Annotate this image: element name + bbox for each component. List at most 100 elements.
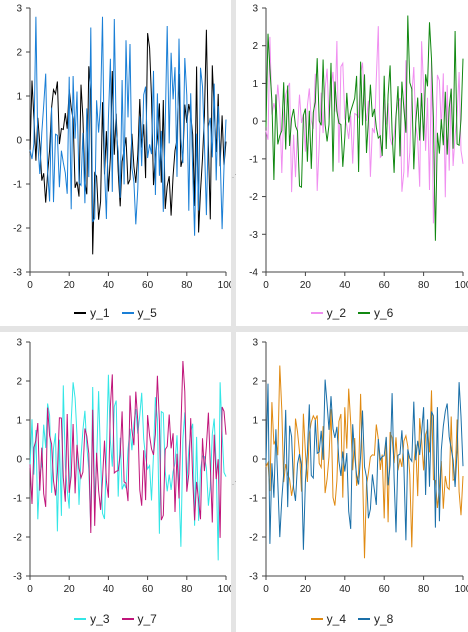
x-tick-label: 20 (64, 584, 76, 595)
x-tick-label: 40 (339, 280, 351, 291)
y-tick-label: 0 (252, 455, 258, 466)
y-tick-label: 2 (16, 377, 22, 388)
line-chart-1: 3 2 1 0 -1 -2 -3 0 20 40 60 80 100 (13, 4, 231, 292)
y-tick-label: 2 (252, 377, 258, 388)
y-tick-label: 1 (16, 92, 22, 103)
y-tick-label: 2 (16, 48, 22, 59)
legend-item: y_8 (358, 612, 393, 626)
y-tick-label: 0 (16, 136, 22, 147)
legend-item: y_5 (121, 306, 157, 320)
legend-swatch (358, 312, 370, 314)
legend-swatch (358, 618, 370, 620)
y-tick-label: -3 (13, 268, 22, 279)
y-tick-label: 0 (252, 117, 258, 128)
legend-label: y_4 (326, 612, 346, 626)
x-tick-label: 60 (142, 584, 154, 595)
legend-swatch (121, 618, 134, 620)
line-chart-2: 3 2 1 0 -1 -2 -3 -4 0 20 40 60 80 100 (249, 4, 468, 292)
y-tick-label: 3 (16, 4, 22, 15)
x-tick-label: 20 (300, 584, 312, 595)
y-tick-label: -2 (13, 224, 22, 235)
x-tick-label: 100 (218, 584, 231, 595)
y-tick-label: -3 (249, 572, 258, 583)
series-line-y1 (29, 29, 227, 255)
y-tick-label: -4 (249, 268, 258, 279)
y-tick-label: 1 (252, 79, 258, 90)
legend-label: y_3 (90, 612, 110, 626)
x-tick-label: 20 (300, 280, 312, 291)
y-tick-label: -1 (13, 180, 22, 191)
legend-item: y_7 (121, 612, 157, 626)
legend-swatch (121, 312, 134, 314)
x-tick-label: 0 (263, 584, 269, 595)
y-tick-label: 0 (16, 455, 22, 466)
y-tick-label: -3 (249, 230, 258, 241)
series-line-y4 (265, 365, 464, 559)
chart-legend: y_2 y_6 (236, 306, 468, 320)
legend-label: y_5 (137, 306, 157, 320)
series-line-y6 (265, 15, 464, 241)
x-tick-label: 40 (103, 280, 115, 291)
x-tick-label: 40 (103, 584, 115, 595)
legend-item: y_1 (74, 306, 110, 320)
horizontal-splitter[interactable] (0, 326, 468, 332)
x-tick-label: 80 (181, 280, 193, 291)
legend-label: y_6 (374, 306, 394, 320)
chart-panel-y3-y7: 3 2 1 0 -1 -2 -3 0 20 40 60 80 100 y_3 y_7 (0, 332, 231, 632)
legend-swatch (310, 312, 323, 314)
legend-item: y_3 (74, 612, 110, 626)
series-line-y3 (29, 374, 227, 561)
legend-label: y_8 (374, 612, 394, 626)
y-tick-label: -2 (13, 533, 22, 544)
chart-panel-y4-y8: 3 2 1 0 -1 -2 -3 0 20 40 60 80 100 y_4 y_8 (236, 332, 468, 632)
x-tick-label: 80 (418, 280, 430, 291)
legend-label: y_7 (137, 612, 157, 626)
x-tick-label: 60 (379, 584, 391, 595)
y-tick-label: -2 (249, 533, 258, 544)
x-tick-label: 80 (418, 584, 430, 595)
chart-panel-y1-y5: 3 2 1 0 -1 -2 -3 0 20 40 60 80 100 y_1 y_5 (0, 0, 231, 326)
x-tick-label: 100 (455, 584, 468, 595)
vertical-splitter[interactable] (231, 0, 236, 632)
splitter-grip-icon[interactable]: ⋰ (229, 480, 237, 489)
x-tick-label: 0 (27, 584, 33, 595)
line-chart-3: 3 2 1 0 -1 -2 -3 0 20 40 60 80 100 (13, 338, 231, 596)
x-tick-label: 0 (27, 280, 33, 291)
legend-swatch (310, 618, 323, 620)
y-tick-label: -1 (13, 494, 22, 505)
y-tick-label: 2 (252, 41, 258, 52)
legend-item: y_2 (310, 306, 346, 320)
y-tick-label: 3 (252, 4, 258, 15)
chart-legend: y_1 y_5 (0, 306, 231, 320)
x-tick-label: 100 (218, 280, 231, 291)
legend-label: y_1 (90, 306, 110, 320)
series-line-y2 (265, 26, 464, 224)
legend-swatch (74, 312, 87, 314)
legend-label: y_2 (326, 306, 346, 320)
legend-swatch (74, 618, 87, 620)
x-tick-label: 60 (142, 280, 154, 291)
x-tick-label: 100 (455, 280, 468, 291)
y-tick-label: 1 (16, 416, 22, 427)
chart-legend: y_3 y_7 (0, 612, 231, 626)
x-tick-label: 80 (181, 584, 193, 595)
y-tick-label: 3 (252, 338, 258, 349)
splitter-grip-icon[interactable]: ⋰ (229, 173, 237, 182)
x-tick-label: 60 (379, 280, 391, 291)
x-tick-label: 20 (64, 280, 76, 291)
series-line-y7 (29, 360, 227, 538)
y-tick-label: -1 (249, 154, 258, 165)
series-line-y8 (265, 379, 464, 550)
y-tick-label: 3 (16, 338, 22, 349)
legend-item: y_4 (310, 612, 346, 626)
chart-legend: y_4 y_8 (236, 612, 468, 626)
y-tick-label: 1 (252, 416, 258, 427)
series-line-y5 (29, 16, 227, 236)
line-chart-4: 3 2 1 0 -1 -2 -3 0 20 40 60 80 100 (249, 338, 468, 596)
chart-panel-y2-y6: 3 2 1 0 -1 -2 -3 -4 0 20 40 60 80 100 y_2 y_6 (236, 0, 468, 326)
x-tick-label: 0 (263, 280, 269, 291)
x-tick-label: 40 (339, 584, 351, 595)
y-tick-label: -1 (249, 494, 258, 505)
legend-item: y_6 (358, 306, 393, 320)
y-tick-label: -2 (249, 192, 258, 203)
